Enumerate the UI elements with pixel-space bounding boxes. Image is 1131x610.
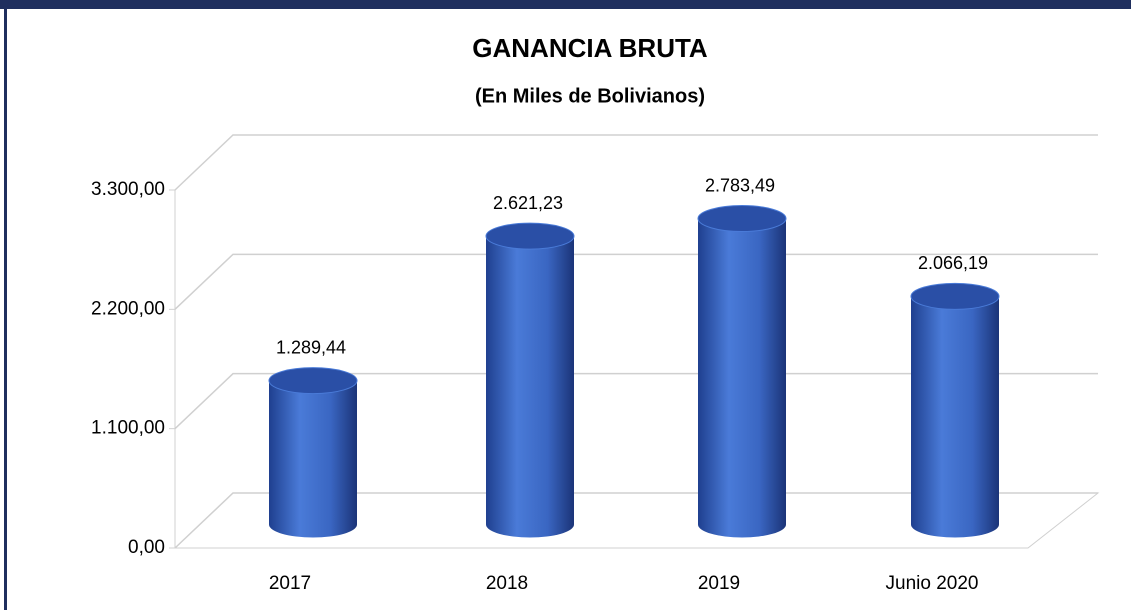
bar — [698, 218, 786, 538]
value-label: 2.783,49 — [705, 175, 775, 195]
grid-line — [174, 372, 1098, 430]
x-tick-label: Junio 2020 — [886, 573, 979, 594]
grid-line — [174, 253, 1098, 310]
bar-top — [697, 205, 787, 233]
bar — [486, 236, 574, 538]
y-tick-label: 1.100,00 — [91, 418, 165, 439]
grid-line — [174, 134, 1098, 191]
chart-title: GANANCIA BRUTA — [472, 33, 708, 63]
bar-top — [268, 367, 358, 395]
bar — [911, 296, 999, 538]
value-label: 2.066,19 — [918, 253, 988, 273]
left-border — [4, 9, 7, 610]
x-tick-label: 2019 — [698, 573, 740, 594]
y-tick-label: 3.300,00 — [91, 179, 165, 200]
top-border — [0, 0, 1131, 9]
bar — [269, 380, 357, 538]
value-label: 1.289,44 — [276, 337, 346, 357]
bar-top — [485, 222, 575, 250]
y-tick-label: 2.200,00 — [91, 298, 165, 319]
grid-line — [174, 492, 1098, 549]
x-tick-label: 2017 — [269, 573, 311, 594]
bar-top — [910, 282, 1000, 310]
y-tick-label: 0,00 — [128, 537, 165, 558]
x-tick-label: 2018 — [486, 573, 528, 594]
chart-subtitle: (En Miles de Bolivianos) — [475, 85, 705, 107]
value-label: 2.621,23 — [493, 193, 563, 213]
